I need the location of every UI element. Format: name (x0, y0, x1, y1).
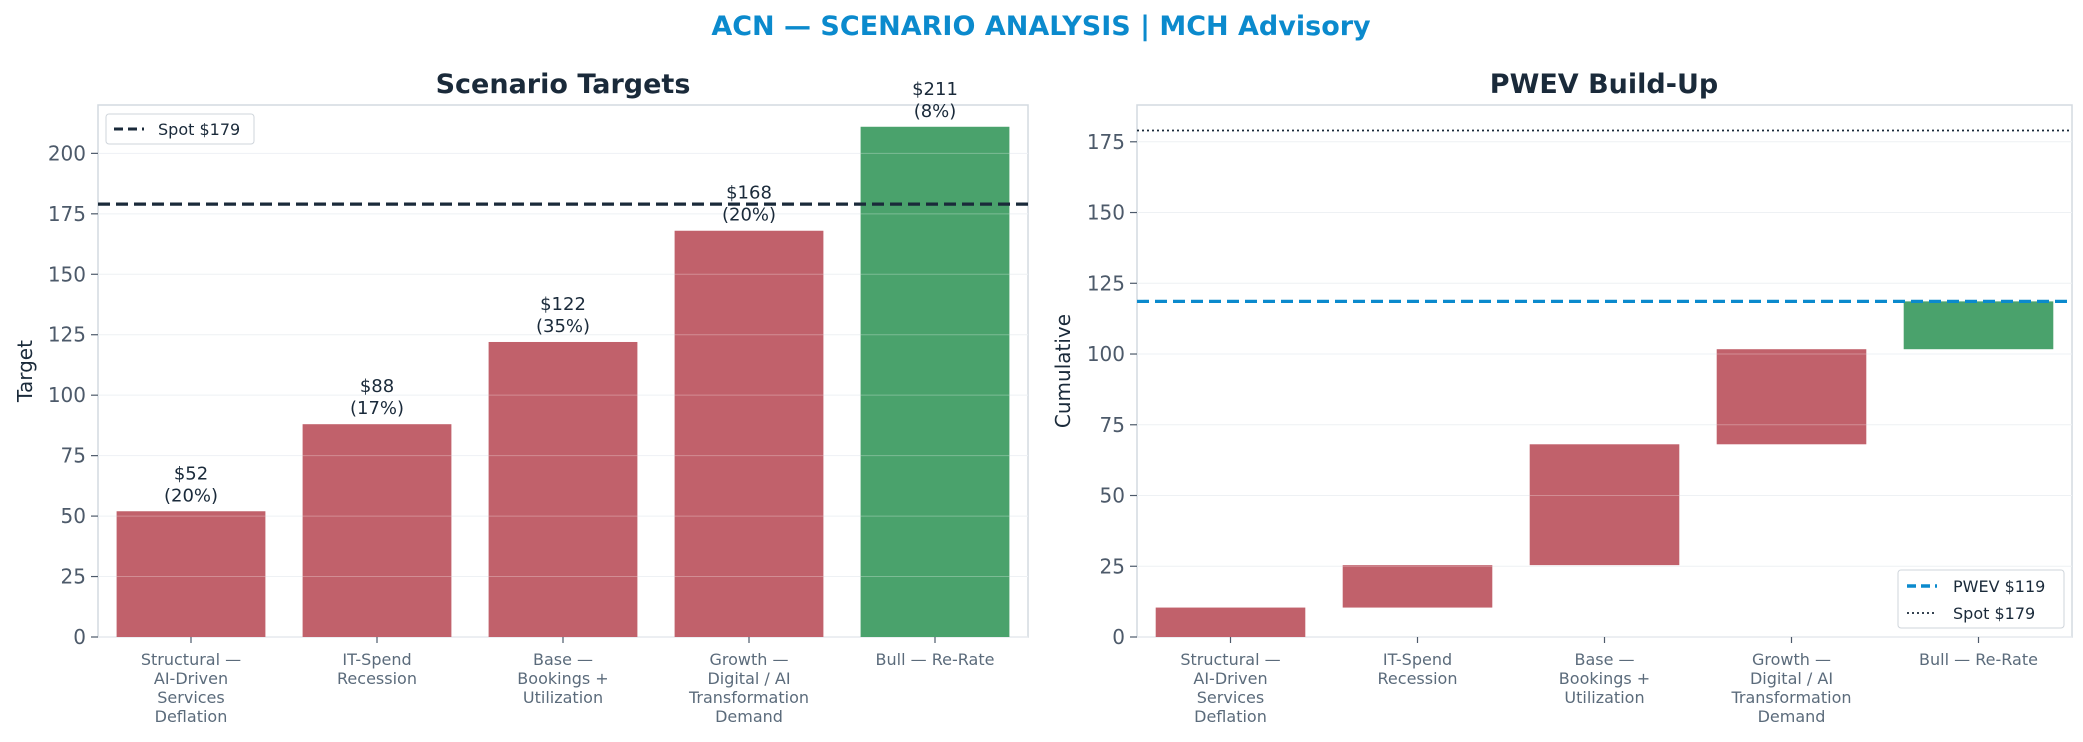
x-tick-label: Structural — (141, 650, 241, 669)
y-axis-ticks: 0 25 50 75 100 125 150 175 200 (48, 141, 98, 649)
data-label-probability: (35%) (536, 316, 590, 337)
x-tick-label: Deflation (1194, 707, 1267, 726)
x-tick-label: Bull — Re-Rate (1919, 650, 2038, 669)
legend-box (105, 113, 255, 145)
x-tick-label: Recession (337, 669, 417, 688)
y-tick-label: 75 (1100, 413, 1125, 437)
legend-label-spot: Spot $179 (158, 120, 240, 139)
x-tick-label: IT-Spend (342, 650, 411, 669)
data-label-probability: (17%) (350, 398, 404, 419)
data-labels: $52(20%)$88(17%)$122(35%)$168(20%)$211(8… (164, 79, 958, 506)
x-tick-label: Services (1197, 688, 1264, 707)
y-tick-label: 50 (61, 504, 86, 528)
x-tick-label: Utilization (523, 688, 603, 707)
x-tick-label: Digital / AI (1750, 669, 1833, 688)
scenario-targets-chart: Scenario Targets Target 0 25 50 75 100 125 150… (13, 69, 1029, 726)
data-label-value: $88 (360, 376, 394, 397)
y-axis-label: Target (13, 340, 37, 403)
y-tick-label: 150 (48, 262, 86, 286)
data-label-probability: (8%) (914, 101, 957, 122)
x-tick-label: Structural — (1180, 650, 1280, 669)
y-tick-label: 50 (1100, 484, 1125, 508)
x-tick-label: Services (157, 688, 224, 707)
y-tick-label: 25 (1100, 554, 1125, 578)
legend-label-spot: Spot $179 (1953, 604, 2035, 623)
figure-title: ACN — SCENARIO ANALYSIS | MCH Advisory (711, 11, 1371, 42)
x-tick-label: Base — (1574, 650, 1634, 669)
y-tick-label: 25 (61, 565, 86, 589)
bar-structural-ai-driven-services-deflation (1155, 607, 1306, 637)
x-tick-label: Demand (1758, 707, 1826, 726)
reference-lines (1137, 129, 2072, 303)
x-tick-label: Transformation (1730, 688, 1851, 707)
y-tick-label: 75 (61, 444, 86, 468)
x-tick-label: Bookings + (517, 669, 608, 688)
x-tick-label: Growth — (710, 650, 789, 669)
legend-label-pwev: PWEV $119 (1953, 577, 2045, 596)
pwev-buildup-chart: PWEV Build-Up Cumulative 0 25 50 75 100 125 15… (1051, 69, 2073, 726)
bar-bull-re-rate (1903, 301, 2054, 350)
x-tick-label: Bull — Re-Rate (876, 650, 995, 669)
y-tick-label: 0 (73, 625, 86, 649)
y-tick-label: 125 (1087, 271, 1125, 295)
x-tick-label: Deflation (155, 707, 228, 726)
x-tick-label: Base — (533, 650, 593, 669)
y-tick-label: 100 (1087, 342, 1125, 366)
data-label-value: $52 (174, 463, 208, 484)
x-tick-label: AI-Driven (1193, 669, 1267, 688)
y-tick-label: 175 (48, 202, 86, 226)
legend: PWEV $119 Spot $179 (1897, 569, 2065, 629)
y-tick-label: 175 (1087, 130, 1125, 154)
data-label-probability: (20%) (164, 485, 218, 506)
y-tick-label: 150 (1087, 201, 1125, 225)
bar-it-spend-recession (302, 424, 452, 637)
data-label-probability: (20%) (722, 205, 776, 226)
data-label-value: $122 (540, 294, 586, 315)
bars (116, 126, 1010, 637)
bar-growth-digital-ai-transformation-demand (674, 230, 824, 637)
y-axis-ticks: 0 25 50 75 100 125 150 175 (1087, 130, 1137, 649)
bars (1155, 301, 2054, 637)
x-tick-label: Recession (1378, 669, 1458, 688)
gridlines (1137, 141, 2072, 638)
x-tick-label: Utilization (1564, 688, 1644, 707)
x-tick-label: Transformation (688, 688, 809, 707)
legend: Spot $179 (105, 113, 255, 145)
bar-bull-re-rate (860, 126, 1010, 637)
y-tick-label: 100 (48, 383, 86, 407)
legend-box (1897, 569, 2065, 629)
chart-title: PWEV Build-Up (1490, 69, 1718, 100)
bar-growth-digital-ai-transformation-demand (1716, 349, 1867, 445)
y-axis-label: Cumulative (1051, 314, 1075, 428)
x-tick-label: Digital / AI (707, 669, 790, 688)
x-tick-label: IT-Spend (1383, 650, 1452, 669)
x-tick-label: Bookings + (1559, 669, 1650, 688)
bar-base-bookings-utilization (488, 341, 638, 637)
bar-base-bookings-utilization (1529, 444, 1680, 566)
bar-it-spend-recession (1342, 565, 1493, 608)
x-tick-label: Growth — (1752, 650, 1831, 669)
y-tick-label: 200 (48, 141, 86, 165)
y-tick-label: 125 (48, 323, 86, 347)
x-tick-label: AI-Driven (154, 669, 228, 688)
bar-structural-ai-driven-services-deflation (116, 511, 266, 637)
data-label-value: $211 (912, 79, 958, 100)
chart-title: Scenario Targets (436, 69, 691, 100)
x-tick-label: Demand (715, 707, 783, 726)
data-label-value: $168 (726, 183, 772, 204)
y-tick-label: 0 (1112, 625, 1125, 649)
